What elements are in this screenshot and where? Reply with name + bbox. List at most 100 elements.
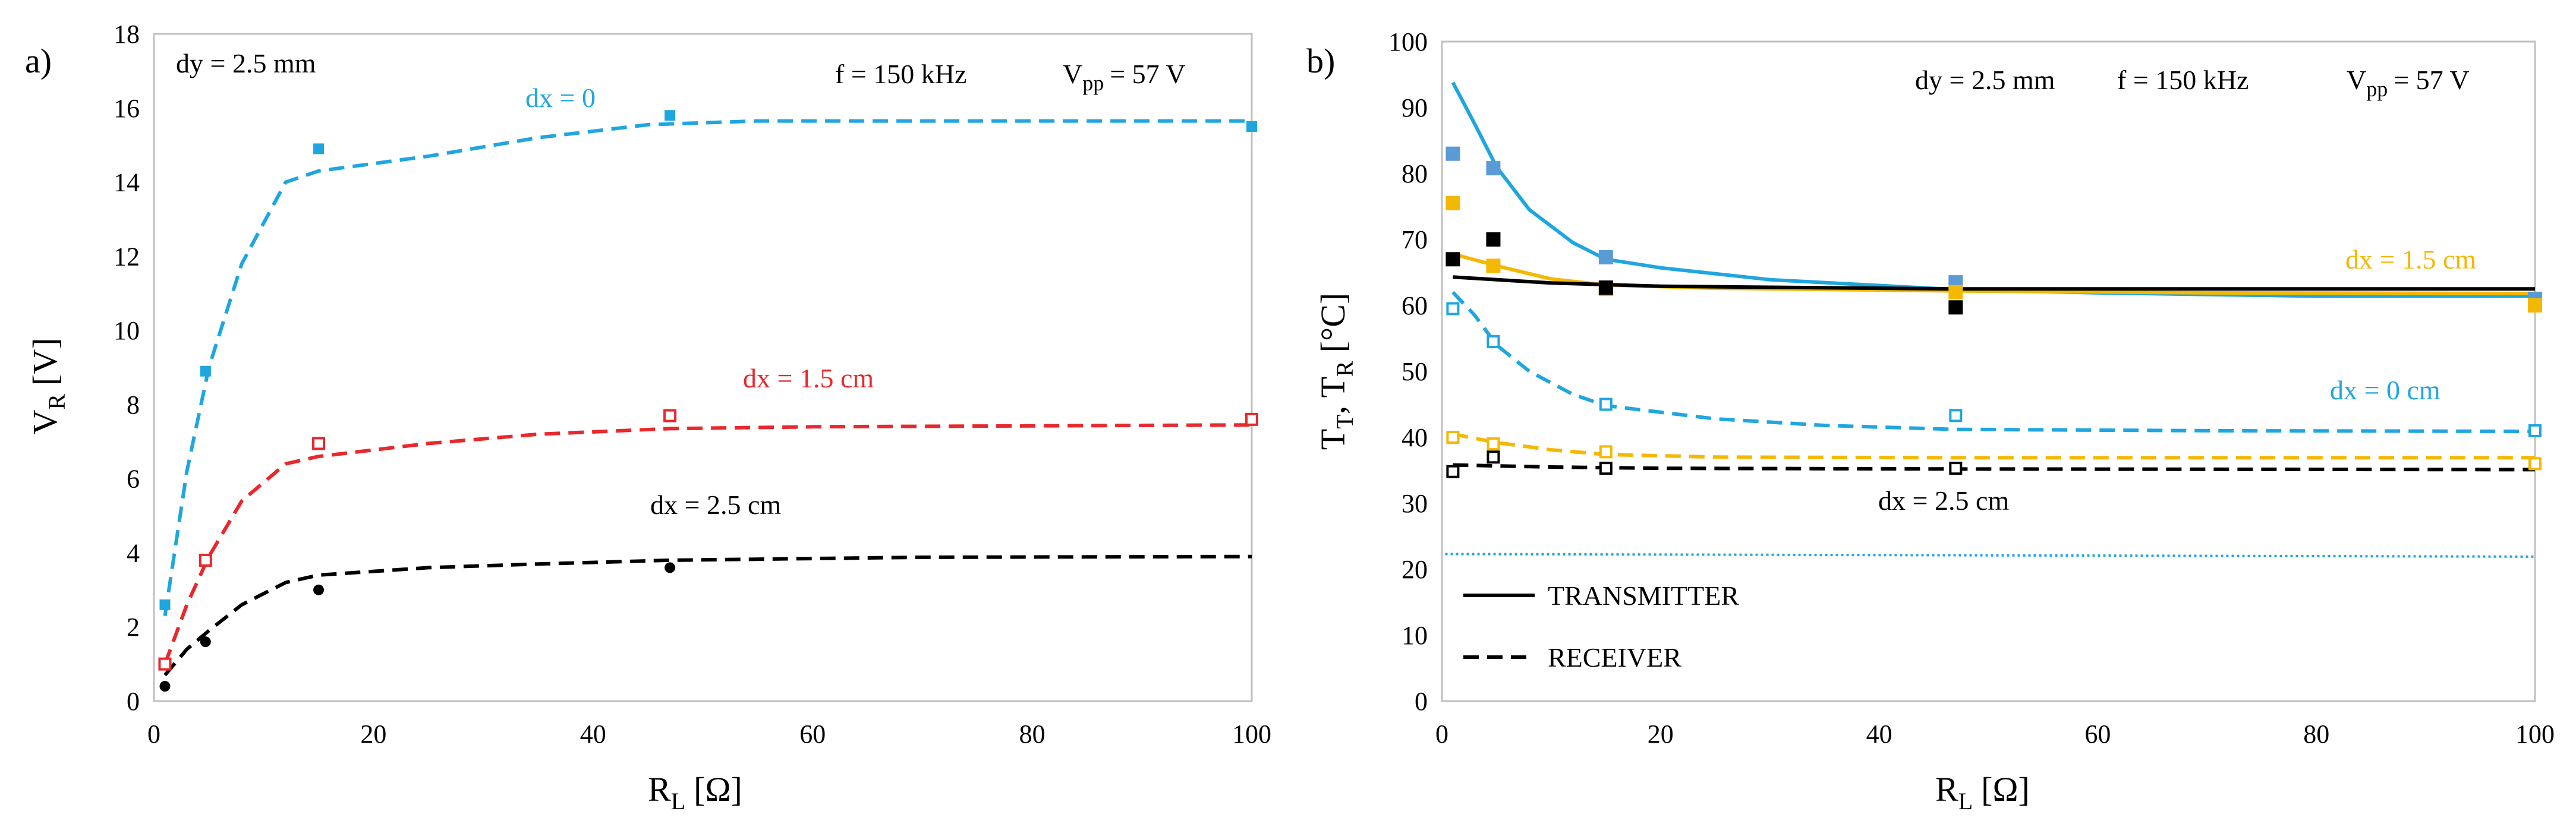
panel-b-y-ticks: 0 10 20 30 40 50 60 70 80 90 100 bbox=[1388, 27, 1428, 716]
panel-a-x-tick-label: 40 bbox=[580, 720, 606, 749]
panel-a-vpp-annotation: Vpp = 57 V bbox=[1063, 59, 1186, 95]
panel-b-y-axis-label: TT, TR[°C] bbox=[1314, 293, 1358, 450]
panel-b-series-3-fit-line bbox=[1451, 291, 2536, 433]
panel-b-series-4-point bbox=[1487, 437, 1500, 451]
legend-transmitter-label: TRANSMITTER bbox=[1548, 580, 1739, 611]
panel-a-x-tick-label: 0 bbox=[147, 720, 160, 749]
panel-a-series-1-point bbox=[312, 437, 326, 450]
panel-a-series-1-point bbox=[158, 657, 172, 671]
panel-b-label-dx0: dx = 0 cm bbox=[2330, 375, 2440, 405]
panel-b-y-tick-label: 80 bbox=[1402, 159, 1428, 188]
panel-b-y-tick-label: 20 bbox=[1402, 555, 1428, 584]
panel-b-series-4-fit-line bbox=[1452, 432, 2535, 460]
panel-a-series-2-point bbox=[200, 636, 211, 648]
panel-a-series-0-fit-line bbox=[163, 119, 1252, 616]
panel-b-x-ticks: 0 20 40 60 80 100 bbox=[1435, 720, 2555, 749]
panel-a-y-tick-label: 16 bbox=[114, 94, 140, 123]
panel-b-series-3-point bbox=[1487, 335, 1500, 349]
panel-b-series-4-point bbox=[1599, 445, 1613, 459]
panel-a-y-tick-label: 4 bbox=[127, 538, 140, 567]
panel-a-series-0-point bbox=[159, 599, 171, 610]
panel-a-series-label-dx25: dx = 2.5 cm bbox=[650, 490, 781, 520]
panel-a: a) 0 2 4 6 8 10 12 14 16 18 0 20 40 60 80 100 dy = 2.5… bbox=[25, 20, 1271, 815]
panel-b-series-5-fit-line bbox=[1453, 463, 2536, 472]
panel-a-series-1-fit-line bbox=[163, 423, 1252, 665]
panel-b-x-tick-label: 80 bbox=[2303, 720, 2329, 749]
panel-a-x-tick-label: 20 bbox=[360, 720, 386, 749]
panel-a-plot-frame bbox=[153, 33, 1253, 702]
panel-a-series-0-point bbox=[200, 365, 211, 377]
panel-a-x-ticks: 0 20 40 60 80 100 bbox=[147, 720, 1271, 749]
panel-b-series-3-point bbox=[1599, 397, 1613, 411]
panel-b-series-1-point bbox=[1486, 258, 1501, 273]
panel-b-y-tick-label: 10 bbox=[1402, 621, 1428, 650]
panel-b-series-0-point bbox=[1598, 250, 1613, 264]
panel-a-dy-annotation: dy = 2.5 mm bbox=[176, 48, 316, 78]
panel-a-x-tick-label: 60 bbox=[799, 720, 826, 749]
panel-a-y-tick-label: 2 bbox=[127, 613, 140, 642]
panel-a-series-label-dx0: dx = 0 bbox=[525, 83, 596, 113]
panel-a-y-tick-label: 10 bbox=[114, 316, 140, 345]
panel-a-series-1-point bbox=[663, 409, 677, 422]
panel-b-series-5-point bbox=[1487, 450, 1500, 464]
panel-b-y-tick-label: 90 bbox=[1402, 93, 1428, 122]
panel-b-x-tick-label: 20 bbox=[1648, 720, 1674, 749]
panel-b-x-axis-label: RL [Ω] bbox=[1935, 770, 2030, 815]
panel-b-series-5-point bbox=[1599, 462, 1613, 475]
panel-b-series-4-point bbox=[1446, 431, 1460, 444]
panel-b-label-dx25: dx = 2.5 cm bbox=[1878, 485, 2009, 516]
panel-b-y-tick-label: 70 bbox=[1402, 225, 1428, 254]
panel-b-series-0-point bbox=[1486, 161, 1501, 176]
panel-b-legend: TRANSMITTER RECEIVER bbox=[1463, 580, 1739, 673]
panel-b-series bbox=[1445, 81, 2542, 558]
panel-b-series-5-point bbox=[1446, 465, 1460, 478]
panel-b-label-dx15: dx = 1.5 cm bbox=[2345, 244, 2476, 274]
panel-a-series-2-point bbox=[159, 681, 171, 692]
panel-b-x-tick-label: 40 bbox=[1866, 720, 1892, 749]
panel-a-y-axis-label: VR[V] bbox=[26, 337, 70, 434]
panel-b-series-1-point bbox=[1948, 285, 1963, 299]
panel-b-plot-frame bbox=[1441, 40, 2536, 702]
panel-a-y-tick-label: 8 bbox=[127, 390, 140, 419]
panel-a-series-0-point bbox=[665, 110, 676, 121]
panel-b-series-5-point bbox=[1949, 462, 1963, 475]
panel-b-series-2-fit-line bbox=[1453, 275, 2535, 291]
panel-b-y-tick-label: 0 bbox=[1415, 687, 1428, 716]
panel-b-series-3-point bbox=[2528, 424, 2542, 437]
panel-a-y-tick-label: 14 bbox=[114, 168, 140, 197]
panel-b-y-tick-label: 30 bbox=[1402, 489, 1428, 518]
panel-b-y-tick-label: 50 bbox=[1402, 357, 1428, 386]
panel-b: b) 0 10 20 30 40 50 60 70 80 90 100 0 20 40 60 80 100 d… bbox=[1306, 27, 2555, 815]
panel-b-series-2-point bbox=[1446, 252, 1460, 267]
panel-b-series-2-point bbox=[1948, 300, 1963, 315]
panel-b-y-tick-label: 100 bbox=[1388, 27, 1428, 56]
panel-b-freq-annotation: f = 150 kHz bbox=[2117, 65, 2249, 95]
panel-a-x-tick-label: 80 bbox=[1019, 720, 1045, 749]
panel-b-series-2-point bbox=[1486, 232, 1501, 247]
panel-a-label: a) bbox=[25, 42, 52, 80]
panel-b-y-tick-label: 60 bbox=[1402, 291, 1428, 320]
legend-receiver-label: RECEIVER bbox=[1548, 642, 1681, 673]
panel-a-y-tick-label: 6 bbox=[127, 465, 140, 494]
panel-a-x-axis-label: RL [Ω] bbox=[648, 770, 742, 815]
panel-a-series-2-fit-line bbox=[163, 554, 1252, 677]
panel-a-series-2-point bbox=[313, 584, 325, 595]
panel-b-series-0-point bbox=[1446, 146, 1460, 161]
panel-b-dy-annotation: dy = 2.5 mm bbox=[1915, 65, 2055, 95]
panel-b-ambient-line bbox=[1445, 553, 2536, 558]
panel-a-y-ticks: 0 2 4 6 8 10 12 14 16 18 bbox=[114, 20, 140, 716]
panel-a-series-1-point bbox=[1245, 412, 1258, 426]
panel-b-series-1-point bbox=[1446, 195, 1460, 210]
panel-b-x-tick-label: 100 bbox=[2515, 720, 2555, 749]
panel-a-series-2-point bbox=[665, 562, 676, 573]
panel-a-y-tick-label: 12 bbox=[114, 242, 140, 271]
panel-a-series-1-point bbox=[199, 553, 212, 567]
panel-b-series-4-point bbox=[2528, 457, 2542, 471]
panel-a-series-0-point bbox=[1246, 121, 1257, 132]
panel-b-series-2-point bbox=[1598, 280, 1613, 295]
panel-a-y-tick-label: 18 bbox=[114, 20, 140, 49]
panel-a-x-tick-label: 100 bbox=[1232, 720, 1271, 749]
panel-b-x-tick-label: 0 bbox=[1435, 720, 1448, 749]
